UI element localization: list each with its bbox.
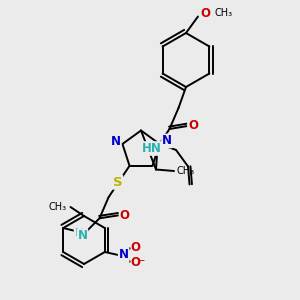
Text: O: O [188, 119, 198, 133]
Text: O: O [200, 7, 211, 20]
Text: N: N [77, 229, 87, 242]
Text: N: N [110, 134, 120, 148]
Text: N: N [111, 135, 121, 148]
Text: CH₃: CH₃ [49, 202, 67, 212]
Text: N: N [119, 248, 129, 262]
Text: CH₃: CH₃ [214, 8, 232, 19]
Text: O: O [130, 241, 140, 254]
Text: O: O [119, 209, 129, 222]
Text: O: O [130, 256, 140, 269]
Text: HN: HN [142, 142, 162, 155]
Text: H: H [74, 228, 84, 238]
Text: S: S [113, 176, 122, 189]
Text: CH₃: CH₃ [176, 166, 194, 176]
Text: N: N [162, 134, 172, 148]
Text: ⁻: ⁻ [139, 257, 145, 271]
